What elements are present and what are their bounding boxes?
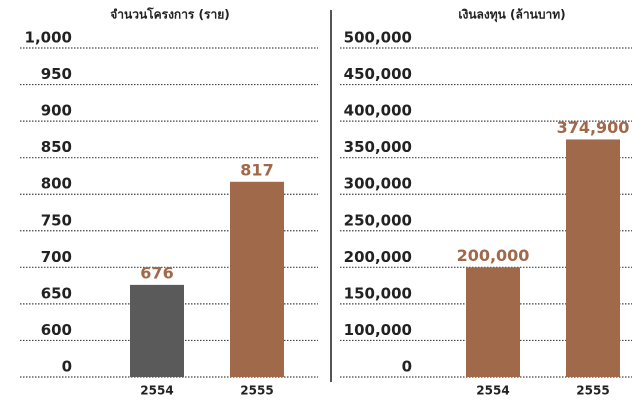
y-tick-label: 0 bbox=[402, 358, 412, 376]
y-tick-label: 400,000 bbox=[344, 102, 412, 120]
value-label: 817 bbox=[240, 160, 273, 179]
y-tick-label: 1,000 bbox=[25, 29, 72, 47]
y-tick-label: 450,000 bbox=[344, 65, 412, 83]
x-tick-label: 2554 bbox=[476, 384, 509, 398]
y-tick-label: 200,000 bbox=[344, 248, 412, 266]
y-tick-label: 350,000 bbox=[344, 138, 412, 156]
value-label: 676 bbox=[140, 263, 173, 282]
y-tick-label: 950 bbox=[41, 65, 72, 83]
y-tick-label: 0 bbox=[62, 358, 72, 376]
bar bbox=[230, 181, 284, 377]
y-tick-label: 150,000 bbox=[344, 284, 412, 302]
y-tick-label: 900 bbox=[41, 102, 72, 120]
x-tick-label: 2555 bbox=[240, 384, 273, 398]
y-tick-label: 800 bbox=[41, 175, 72, 193]
y-tick-label: 500,000 bbox=[344, 29, 412, 47]
y-tick-label: 750 bbox=[41, 211, 72, 229]
value-label: 374,900 bbox=[557, 118, 630, 137]
bar bbox=[566, 139, 620, 377]
chart-title: จำนวนโครงการ (ราย) bbox=[110, 7, 230, 22]
y-tick-label: 300,000 bbox=[344, 175, 412, 193]
y-tick-label: 850 bbox=[41, 138, 72, 156]
chart-title: เงินลงทุน (ล้านบาท) bbox=[458, 8, 565, 23]
x-tick-label: 2555 bbox=[576, 384, 609, 398]
y-tick-label: 250,000 bbox=[344, 211, 412, 229]
value-label: 200,000 bbox=[457, 246, 530, 265]
y-tick-label: 100,000 bbox=[344, 321, 412, 339]
y-tick-label: 700 bbox=[41, 248, 72, 266]
bar bbox=[466, 267, 520, 377]
y-tick-label: 650 bbox=[41, 284, 72, 302]
bar bbox=[130, 284, 184, 377]
x-tick-label: 2554 bbox=[140, 384, 173, 398]
y-tick-label: 600 bbox=[41, 321, 72, 339]
